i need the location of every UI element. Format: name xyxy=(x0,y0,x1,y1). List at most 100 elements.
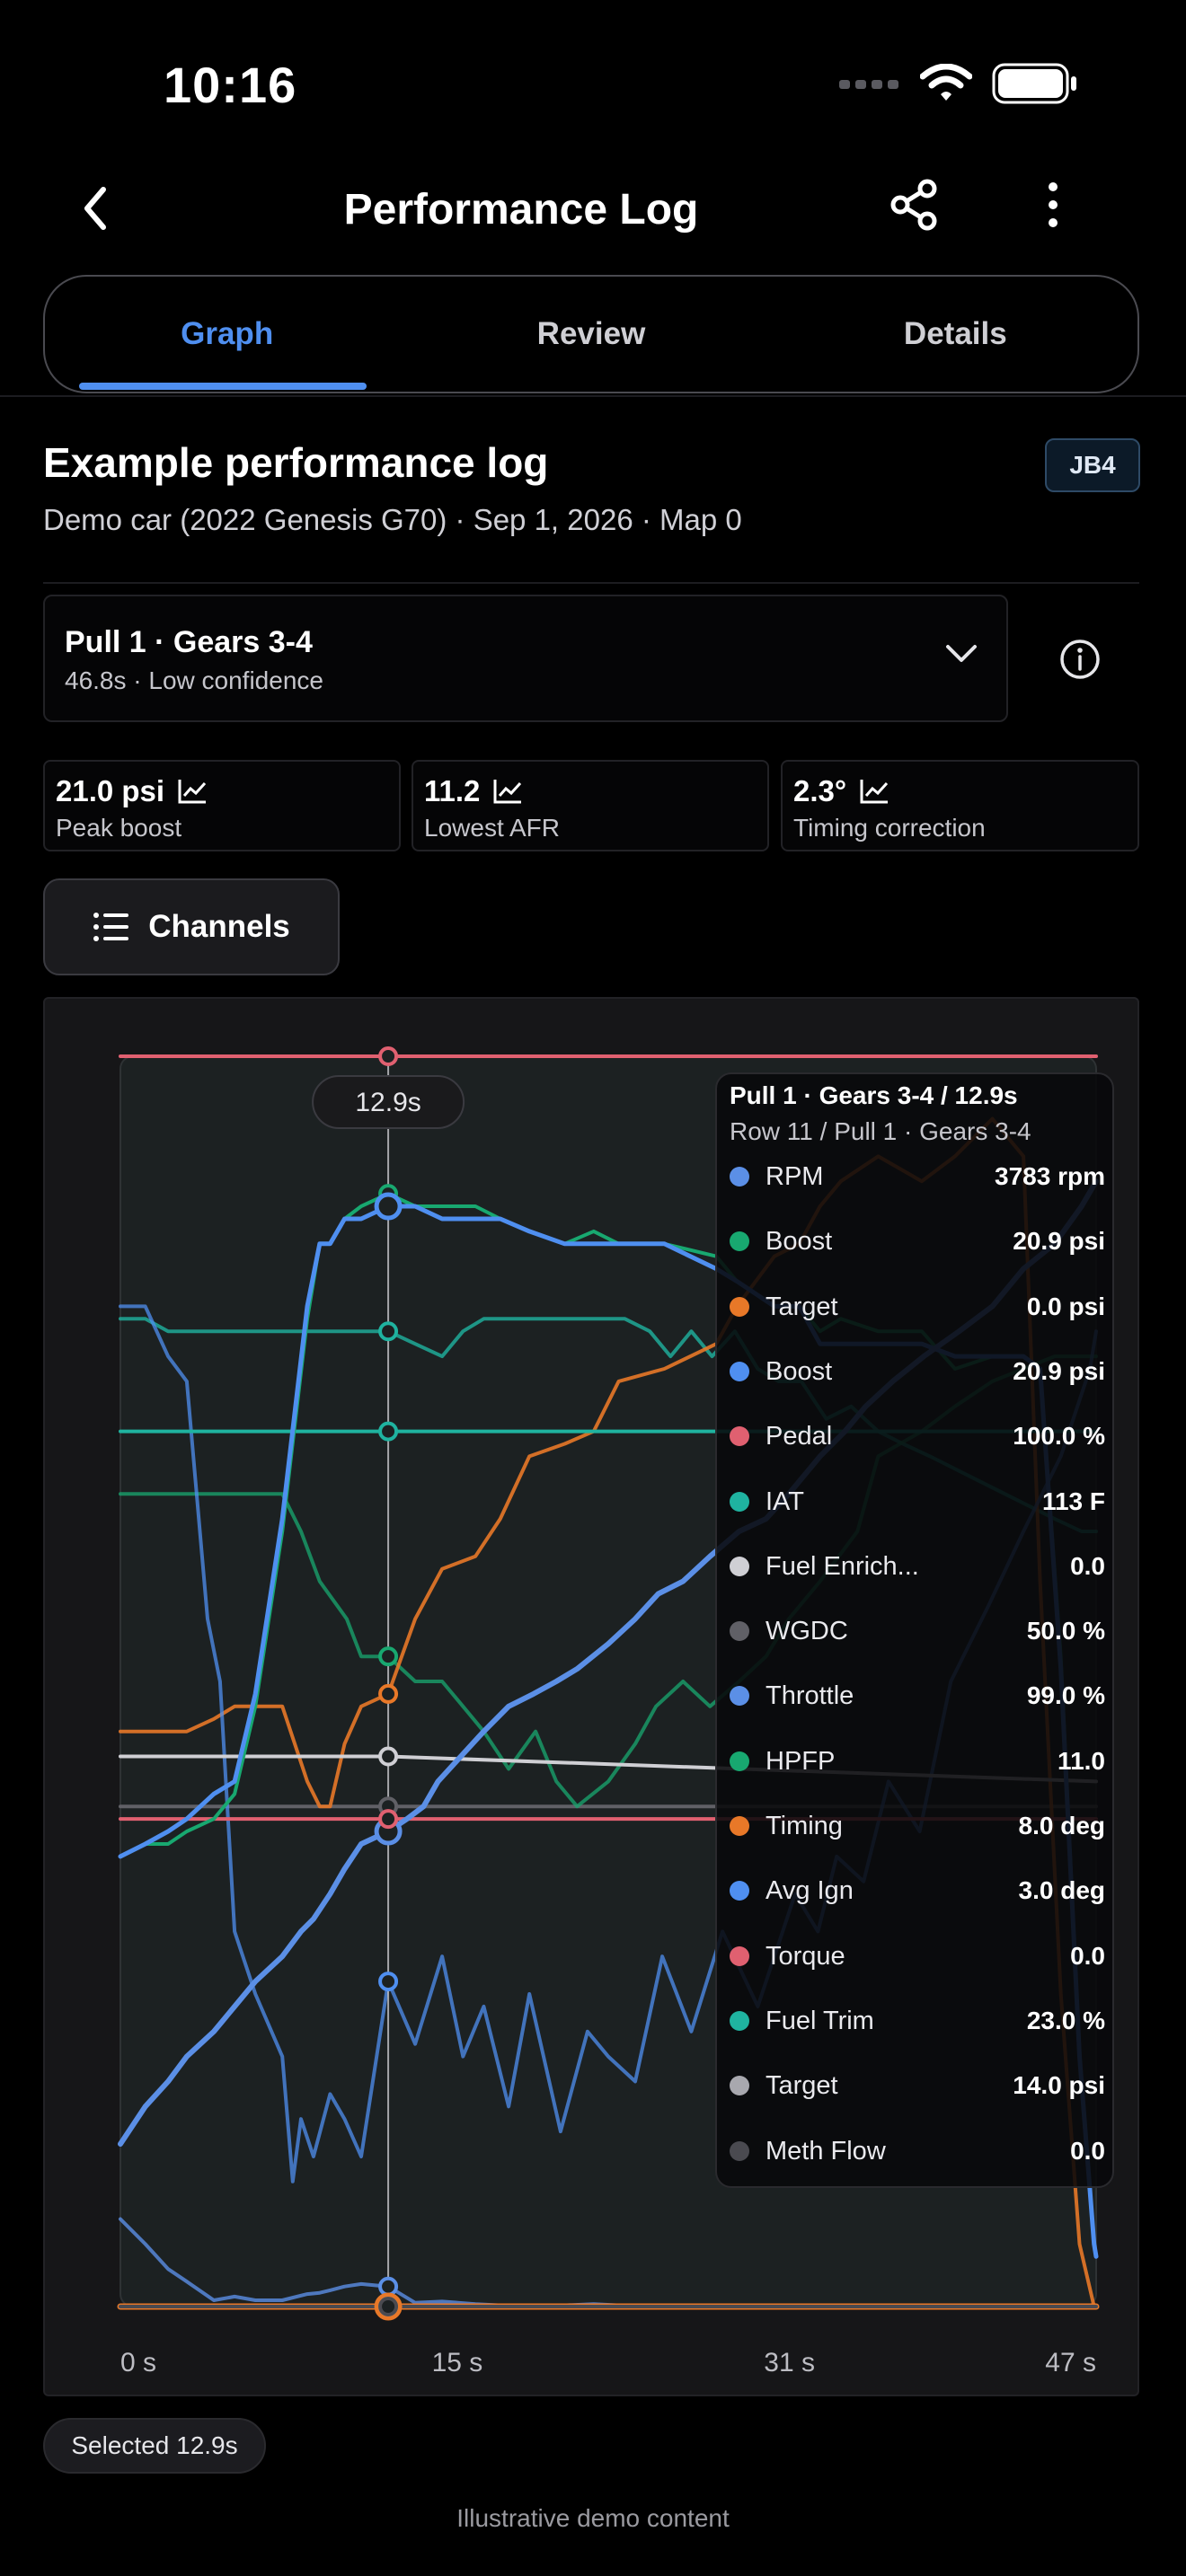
tooltip-row: Throttle 99.0 % xyxy=(730,1676,1105,1716)
tooltip-channel-name: Boost xyxy=(766,1227,833,1257)
tab-graph[interactable]: Graph xyxy=(181,316,274,351)
tooltip-channel-name: Target xyxy=(766,2071,838,2101)
cursor-marker xyxy=(378,1746,399,1767)
tooltip-row: RPM 3783 rpm xyxy=(730,1157,1105,1196)
chart-line-icon xyxy=(860,780,889,804)
tooltip-channel-value: 8.0 deg xyxy=(1018,1812,1105,1839)
channels-button[interactable]: Channels xyxy=(43,878,340,975)
tooltip-channel-value: 20.9 psi xyxy=(1013,1356,1105,1385)
tooltip-channel-name: Throttle xyxy=(766,1681,854,1711)
divider xyxy=(43,582,1139,584)
cursor-marker xyxy=(378,1321,399,1342)
active-tab-indicator xyxy=(79,383,367,390)
stat-card-timing-correction[interactable]: 2.3° Timing correction xyxy=(781,760,1139,851)
tooltip-row: WGDC 50.0 % xyxy=(730,1611,1105,1651)
tooltip-row: Target 0.0 psi xyxy=(730,1287,1105,1327)
series-color-dot xyxy=(730,1881,749,1901)
tooltip-channel-value: 11.0 xyxy=(1058,1746,1105,1775)
tooltip-channel-value: 20.9 psi xyxy=(1013,1227,1105,1256)
tooltip-channel-value: 0.0 psi xyxy=(1026,1292,1105,1320)
cursor-marker xyxy=(378,1046,399,1066)
tooltip-channel-name: Avg Ign xyxy=(766,1876,854,1906)
footer-note: Illustrative demo content xyxy=(456,2504,730,2532)
series-color-dot xyxy=(730,1816,749,1836)
stat-value: 2.3° xyxy=(793,774,847,807)
stat-value: 11.2 xyxy=(424,774,481,807)
status-time: 10:16 xyxy=(164,57,297,113)
tab-details[interactable]: Details xyxy=(903,316,1007,351)
tooltip-subtitle: Row 11 / Pull 1 · Gears 3-4 xyxy=(730,1117,1031,1145)
back-button[interactable] xyxy=(59,172,131,244)
stat-card-lowest-afr[interactable]: 11.2 Lowest AFR xyxy=(412,760,769,851)
tooltip-channel-value: 3783 rpm xyxy=(995,1162,1105,1190)
tooltip-channel-value: 100.0 % xyxy=(1013,1422,1105,1451)
series-color-dot xyxy=(730,1556,749,1576)
device-badge: JB4 xyxy=(1045,438,1140,492)
pull-selector[interactable]: Pull 1 · Gears 3-4 46.8s · Low confidenc… xyxy=(43,595,1008,722)
stat-value-row: 2.3° xyxy=(793,774,890,808)
tooltip-title: Pull 1 · Gears 3-4 / 12.9s xyxy=(730,1081,1018,1109)
tooltip-row: Boost 20.9 psi xyxy=(730,1352,1105,1391)
info-button[interactable] xyxy=(1049,629,1111,690)
chart-line-icon xyxy=(493,780,522,804)
status-bar: 10:16 xyxy=(0,0,1186,162)
tooltip-channel-value: 23.0 % xyxy=(1026,2006,1105,2034)
series-color-dot xyxy=(730,1167,749,1187)
tooltip-row: Fuel Trim 23.0 % xyxy=(730,2001,1105,2041)
cursor-marker xyxy=(378,2276,399,2297)
series-color-dot xyxy=(730,2140,749,2161)
tooltip-channel-name: WGDC xyxy=(766,1617,848,1646)
wifi-icon xyxy=(920,64,972,101)
more-options-button[interactable] xyxy=(1017,169,1089,241)
tooltip-channel-value: 0.0 xyxy=(1070,1551,1105,1580)
tooltip-channel-name: Target xyxy=(766,1292,838,1321)
series-color-dot xyxy=(730,1686,749,1707)
cursor-marker xyxy=(378,1809,399,1830)
tooltip-row: Avg Ign 3.0 deg xyxy=(730,1871,1105,1910)
pull-title: Pull 1 · Gears 3-4 xyxy=(65,625,313,659)
tooltip-channel-name: Torque xyxy=(766,1941,845,1971)
nav-bar: Performance Log xyxy=(0,162,1186,269)
cursor-time-label: 12.9s xyxy=(355,1088,420,1117)
chart-line-icon xyxy=(178,780,207,804)
tooltip-channel-name: Pedal xyxy=(766,1422,833,1451)
cursor-label-pill xyxy=(312,1075,465,1129)
log-subtitle: Demo car (2022 Genesis G70) · Sep 1, 202… xyxy=(43,503,742,536)
tooltip-channel-value: 0.0 xyxy=(1070,1941,1105,1970)
data-tooltip: Pull 1 · Gears 3-4 / 12.9s Row 11 / Pull… xyxy=(715,1072,1114,2188)
tooltip-channel-name: Fuel Enrich... xyxy=(766,1551,919,1581)
cursor-marker xyxy=(374,1192,403,1221)
stat-value-row: 11.2 xyxy=(424,774,523,808)
share-icon xyxy=(890,179,937,231)
selection-badge: Selected 12.9s xyxy=(43,2418,266,2474)
tooltip-channel-value: 50.0 % xyxy=(1026,1617,1105,1645)
channels-label: Channels xyxy=(148,909,290,944)
tooltip-channel-value: 0.0 xyxy=(1070,2136,1105,2165)
log-title: Example performance log xyxy=(43,439,549,486)
tooltip-channel-value: 3.0 deg xyxy=(1018,1876,1105,1905)
stat-label: Timing correction xyxy=(793,814,986,842)
stat-value: 21.0 psi xyxy=(56,774,165,807)
stat-label: Lowest AFR xyxy=(424,814,560,842)
tooltip-channel-value: 99.0 % xyxy=(1026,1681,1105,1710)
stat-card-peak-boost[interactable]: 21.0 psi Peak boost xyxy=(43,760,401,851)
series-color-dot xyxy=(730,2010,749,2031)
tooltip-row: IAT 113 F xyxy=(730,1482,1105,1522)
cursor-marker xyxy=(378,1972,399,1992)
tooltip-row: Torque 0.0 xyxy=(730,1936,1105,1976)
x-tick-label: 47 s xyxy=(1045,2348,1096,2378)
tooltip-channel-name: Boost xyxy=(766,1356,833,1386)
more-vertical-icon xyxy=(1049,182,1058,227)
tooltip-row: Target 14.0 psi xyxy=(730,2066,1105,2105)
stat-value-row: 21.0 psi xyxy=(56,774,208,808)
series-color-dot xyxy=(730,1491,749,1512)
divider xyxy=(0,395,1186,397)
tooltip-row: Boost 20.9 psi xyxy=(730,1222,1105,1261)
share-button[interactable] xyxy=(879,169,951,241)
cursor-marker xyxy=(378,2297,399,2316)
tab-review[interactable]: Review xyxy=(536,316,646,351)
series-color-dot xyxy=(730,1361,749,1381)
x-tick-label: 31 s xyxy=(764,2348,815,2378)
series-color-dot xyxy=(730,1621,749,1642)
tooltip-channel-name: HPFP xyxy=(766,1746,836,1776)
